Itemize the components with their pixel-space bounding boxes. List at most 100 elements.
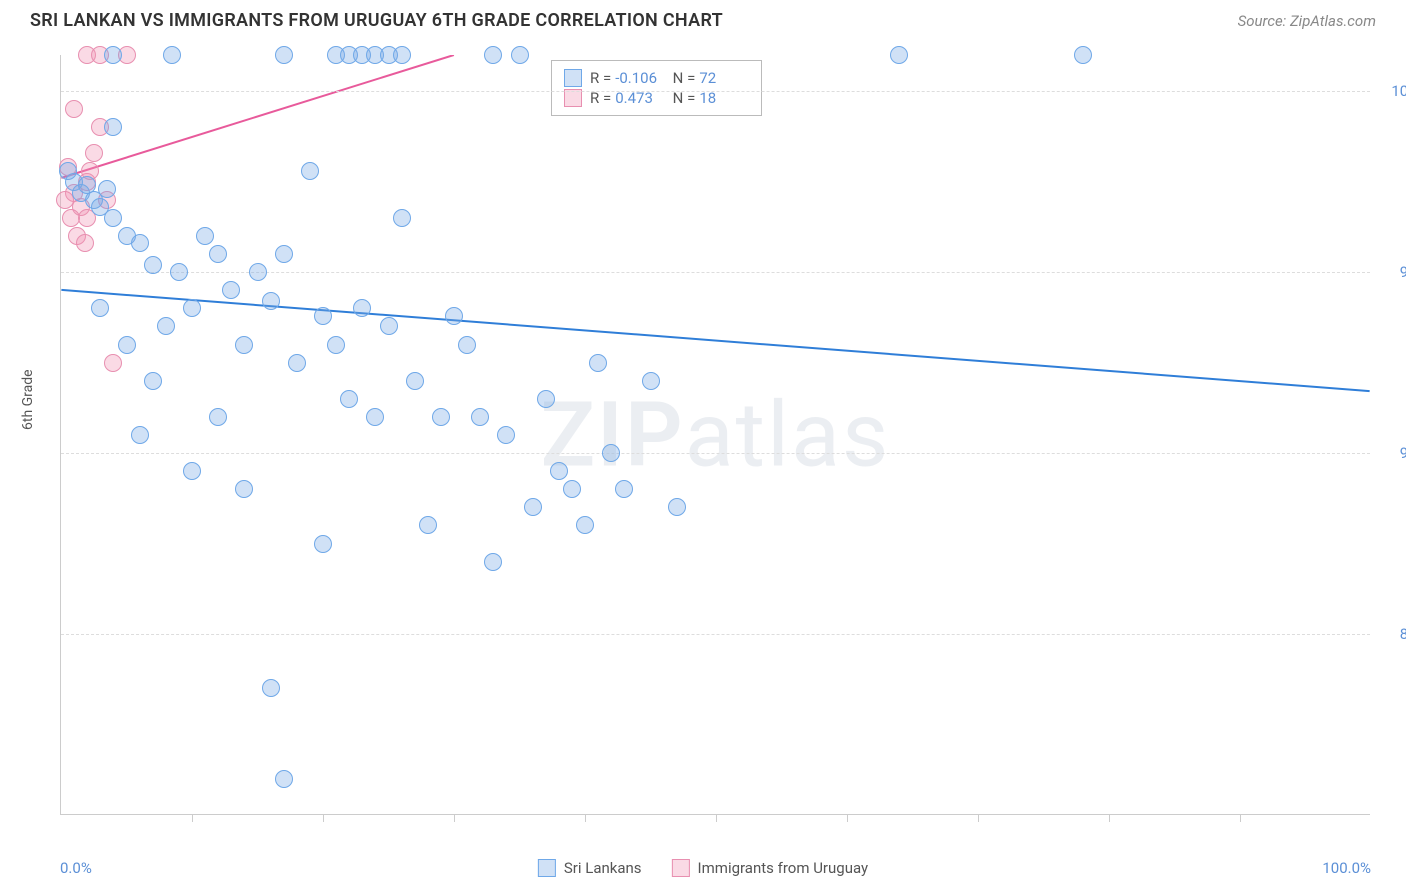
y-tick-label: 95.0% [1400, 263, 1406, 281]
scatter-point-series1 [314, 307, 332, 325]
scatter-point-series1 [668, 498, 686, 516]
scatter-point-series2 [65, 100, 83, 118]
scatter-point-series1 [563, 480, 581, 498]
scatter-point-series1 [458, 336, 476, 354]
legend-label: Immigrants from Uruguay [698, 859, 869, 877]
scatter-point-series1 [432, 408, 450, 426]
scatter-point-series1 [576, 516, 594, 534]
scatter-point-series1 [131, 426, 149, 444]
scatter-point-series1 [91, 299, 109, 317]
scatter-point-series1 [353, 299, 371, 317]
y-axis-label: 6th Grade [20, 369, 36, 430]
scatter-point-series1 [288, 354, 306, 372]
gridline [61, 91, 1370, 92]
x-axis-min-label: 0.0% [60, 859, 92, 877]
scatter-point-series1 [550, 462, 568, 480]
trendline [61, 55, 453, 178]
scatter-point-series1 [471, 408, 489, 426]
chart-plot-area: ZIPatlas R =-0.106 N =72R =0.473 N =18 8… [60, 55, 1370, 815]
legend-item: Immigrants from Uruguay [672, 859, 869, 877]
scatter-point-series1 [484, 553, 502, 571]
scatter-point-series1 [170, 263, 188, 281]
scatter-point-series1 [144, 256, 162, 274]
scatter-point-series1 [222, 281, 240, 299]
scatter-point-series1 [602, 444, 620, 462]
scatter-point-series1 [235, 480, 253, 498]
scatter-point-series1 [380, 317, 398, 335]
x-tick [454, 814, 455, 822]
y-tick-label: 100.0% [1391, 82, 1406, 100]
watermark: ZIPatlas [541, 382, 891, 487]
y-tick-label: 90.0% [1400, 444, 1406, 462]
scatter-point-series1 [327, 336, 345, 354]
x-axis-max-label: 100.0% [1322, 859, 1371, 877]
legend-swatch [564, 69, 582, 87]
gridline [61, 634, 1370, 635]
scatter-point-series1 [393, 209, 411, 227]
x-tick [1109, 814, 1110, 822]
scatter-point-series1 [890, 46, 908, 64]
gridline [61, 453, 1370, 454]
scatter-point-series1 [419, 516, 437, 534]
scatter-point-series1 [157, 317, 175, 335]
scatter-point-series1 [118, 336, 136, 354]
scatter-point-series2 [76, 234, 94, 252]
scatter-point-series1 [275, 770, 293, 788]
scatter-point-series1 [104, 209, 122, 227]
scatter-point-series1 [275, 245, 293, 263]
scatter-point-series1 [524, 498, 542, 516]
x-tick [1240, 814, 1241, 822]
scatter-point-series2 [104, 354, 122, 372]
x-tick [978, 814, 979, 822]
legend-item: Sri Lankans [538, 859, 642, 877]
scatter-point-series1 [163, 46, 181, 64]
scatter-point-series1 [497, 426, 515, 444]
scatter-point-series1 [393, 46, 411, 64]
scatter-point-series1 [615, 480, 633, 498]
scatter-point-series1 [314, 535, 332, 553]
scatter-point-series1 [196, 227, 214, 245]
scatter-point-series2 [85, 144, 103, 162]
scatter-point-series1 [183, 462, 201, 480]
legend-swatch [672, 859, 690, 877]
scatter-point-series1 [209, 408, 227, 426]
scatter-point-series1 [406, 372, 424, 390]
scatter-point-series1 [262, 679, 280, 697]
scatter-point-series1 [445, 307, 463, 325]
scatter-point-series1 [209, 245, 227, 263]
x-tick [716, 814, 717, 822]
x-tick [192, 814, 193, 822]
scatter-point-series1 [104, 46, 122, 64]
scatter-point-series1 [235, 336, 253, 354]
legend-row: R =-0.106 N =72 [564, 69, 749, 87]
trendlines-layer [61, 55, 1370, 814]
scatter-point-series1 [131, 234, 149, 252]
chart-title: SRI LANKAN VS IMMIGRANTS FROM URUGUAY 6T… [30, 10, 723, 31]
x-tick [323, 814, 324, 822]
scatter-point-series1 [537, 390, 555, 408]
scatter-point-series1 [104, 118, 122, 136]
x-tick [585, 814, 586, 822]
scatter-point-series1 [642, 372, 660, 390]
scatter-point-series1 [589, 354, 607, 372]
x-tick [847, 814, 848, 822]
correlation-legend: R =-0.106 N =72R =0.473 N =18 [551, 60, 762, 116]
scatter-point-series1 [98, 180, 116, 198]
y-tick-label: 85.0% [1400, 625, 1406, 643]
legend-label: Sri Lankans [564, 859, 642, 877]
series-legend: Sri Lankans Immigrants from Uruguay [538, 859, 868, 877]
scatter-point-series1 [262, 292, 280, 310]
scatter-point-series1 [144, 372, 162, 390]
scatter-point-series1 [1074, 46, 1092, 64]
legend-swatch [538, 859, 556, 877]
source-label: Source: ZipAtlas.com [1238, 12, 1376, 30]
scatter-point-series1 [366, 408, 384, 426]
scatter-point-series2 [62, 209, 80, 227]
scatter-point-series1 [275, 46, 293, 64]
scatter-point-series1 [511, 46, 529, 64]
legend-r-label: R =-0.106 N =72 [590, 69, 749, 87]
scatter-point-series1 [249, 263, 267, 281]
scatter-point-series1 [484, 46, 502, 64]
scatter-point-series1 [301, 162, 319, 180]
trendline [61, 290, 1369, 391]
